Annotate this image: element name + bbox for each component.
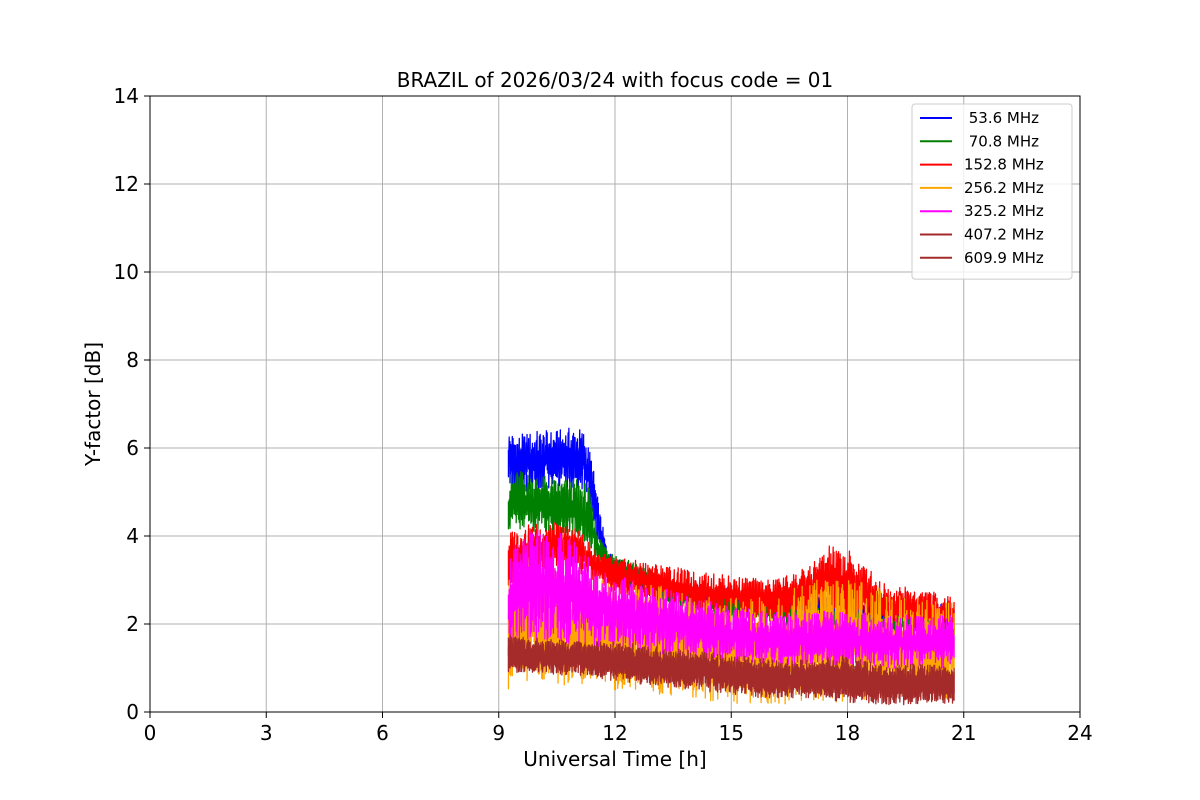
x-tick-label: 15 [719,721,744,745]
y-tick-label: 2 [126,612,139,636]
x-tick-label: 6 [376,721,389,745]
x-tick-label: 0 [144,721,157,745]
y-tick-label: 0 [126,700,139,724]
x-tick-label: 21 [951,721,976,745]
legend-item-label: 256.2 MHz [964,179,1044,197]
series-line [507,634,955,704]
x-tick-label: 18 [835,721,860,745]
plot-area [507,427,955,706]
legend-item-label: 70.8 MHz [964,132,1039,150]
x-tick-label: 12 [602,721,627,745]
y-tick-label: 14 [114,84,139,108]
y-tick-label: 10 [114,260,139,284]
x-tick-label: 9 [492,721,505,745]
legend-item-label: 407.2 MHz [964,226,1044,244]
y-axis-label: Y-factor [dB] [81,342,105,467]
x-tick-label: 24 [1067,721,1092,745]
x-tick-label: 3 [260,721,273,745]
legend-item-label: 609.9 MHz [964,249,1044,267]
legend-item-label: 53.6 MHz [964,109,1039,127]
legend: 53.6 MHz 70.8 MHz 152.8 MHz 256.2 MHz 325.2… [911,103,1073,280]
y-tick-label: 6 [126,436,139,460]
y-tick-label: 12 [114,172,139,196]
series-line [507,529,955,669]
chart-title: BRAZIL of 2026/03/24 with focus code = 0… [397,68,834,92]
x-axis-label: Universal Time [h] [523,747,706,771]
legend-item-label: 325.2 MHz [964,202,1044,220]
y-tick-label: 4 [126,524,139,548]
legend-item-label: 152.8 MHz [964,156,1044,174]
y-tick-label: 8 [126,348,139,372]
